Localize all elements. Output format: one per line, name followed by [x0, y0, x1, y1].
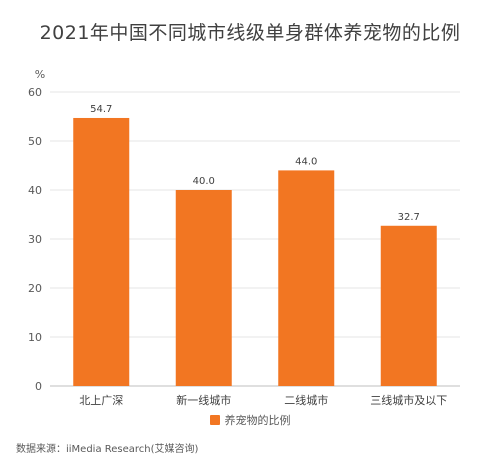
legend-label: 养宠物的比例	[224, 414, 291, 427]
chart-title: 2021年中国不同城市线级单身群体养宠物的比例	[39, 22, 461, 44]
bar	[380, 225, 437, 386]
chart-legend: 养宠物的比例	[0, 412, 500, 428]
x-tick-label: 三线城市及以下	[370, 393, 447, 407]
y-tick-label: 30	[28, 233, 42, 246]
y-tick-label: 10	[28, 331, 42, 344]
y-tick-label: 40	[28, 184, 42, 197]
bar	[175, 190, 232, 386]
y-tick-label: 0	[35, 380, 42, 393]
y-tick-label: 20	[28, 282, 42, 295]
y-axis-unit: %	[35, 68, 45, 81]
bar	[278, 170, 335, 386]
bar	[73, 117, 130, 386]
data-label: 40.0	[193, 176, 215, 187]
y-tick-label: 60	[28, 86, 42, 99]
legend-swatch	[209, 415, 220, 425]
x-tick-label: 北上广深	[79, 394, 123, 407]
data-label: 54.7	[90, 104, 112, 115]
x-tick-label: 新一线城市	[176, 393, 231, 407]
source-note: 数据来源：iiMedia Research(艾媒咨询)	[16, 444, 199, 455]
data-label: 32.7	[398, 212, 420, 223]
data-label: 44.0	[295, 156, 317, 167]
y-tick-label: 50	[28, 135, 42, 148]
x-tick-label: 二线城市	[284, 393, 328, 407]
